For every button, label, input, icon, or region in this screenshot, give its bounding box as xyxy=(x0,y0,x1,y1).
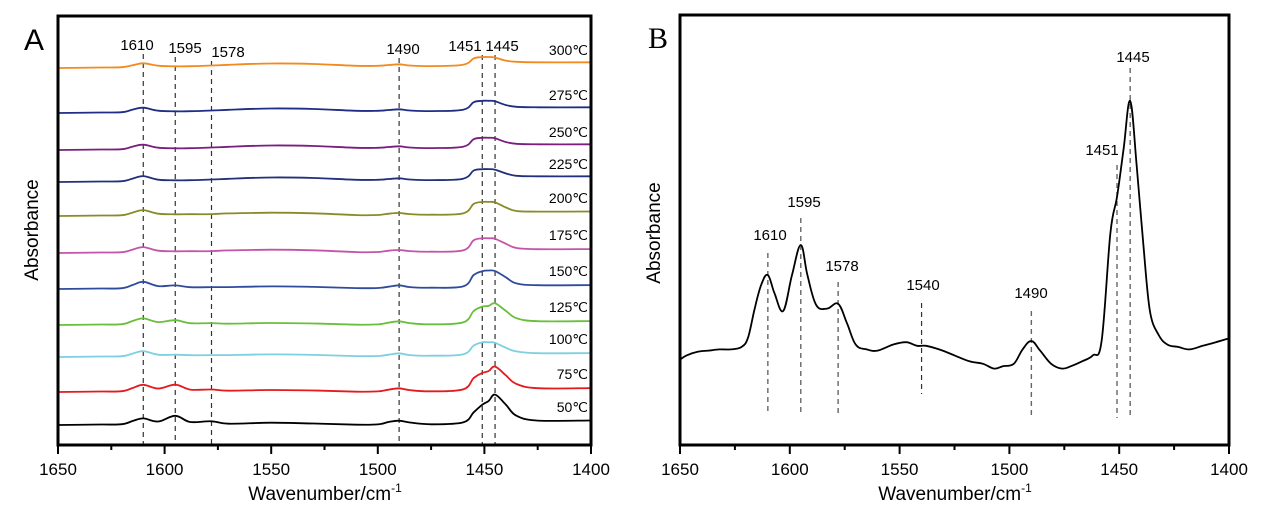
panel-b-peak-label-1610: 1610 xyxy=(753,227,786,244)
panel-b-x-tick-label: 1650 xyxy=(661,460,699,479)
panel-b-x-axis: 1650 1600 1550 1500 1450 1400 xyxy=(661,445,1248,479)
panel-a-spectrum-275C xyxy=(58,99,591,114)
panel-a-x-axis-label-text: Wavenumber/cm xyxy=(248,484,391,505)
panel-a-spectrum-200C xyxy=(58,200,591,217)
panel-a-peak-label-1595: 1595 xyxy=(168,40,201,57)
panel-a-temperature-labels: 50℃ 75℃ 100℃ 125℃ 150℃ 175℃ 200℃ 225℃ 250℃ 275℃ 30… xyxy=(549,42,588,415)
panel-b-y-axis-label: Absorbance xyxy=(644,182,665,283)
panel-a-temperature-label: 150℃ xyxy=(549,263,588,279)
panel-a-temperature-label: 225℃ xyxy=(549,156,588,172)
panel-b-peak-label-1578: 1578 xyxy=(825,258,858,275)
panel-a-spectrum-125C xyxy=(58,302,591,326)
panel-a-peak-label-1490: 1490 xyxy=(386,41,419,58)
panel-a-x-tick-label: 1400 xyxy=(572,460,610,479)
panel-a-spectrum-225C xyxy=(58,168,591,183)
panel-a-x-tick-label: 1600 xyxy=(146,460,184,479)
panel-a-temperature-label: 100℃ xyxy=(549,331,588,347)
panel-b-series xyxy=(680,100,1229,370)
panel-b-letter: B xyxy=(648,22,668,55)
panel-b-x-tick-label: 1400 xyxy=(1210,460,1248,479)
panel-a-letter: A xyxy=(24,24,44,57)
panel-b-x-axis-label-text: Wavenumber/cm xyxy=(878,484,1021,505)
panel-a-temperature-label: 175℃ xyxy=(549,227,588,243)
panel-a-temperature-label: 50℃ xyxy=(557,399,588,415)
panel-a-temperature-label: 275℃ xyxy=(549,87,588,103)
panel-b-x-axis-label-superscript: -1 xyxy=(1021,481,1032,495)
panel-b-x-axis-label: Wavenumber/cm-1 xyxy=(878,481,1032,505)
panel-a-spectrum-50C xyxy=(58,393,591,426)
panel-a-temperature-label: 300℃ xyxy=(549,42,588,58)
panel-b-peak-label-1451: 1451 xyxy=(1085,142,1118,159)
panel-a-peak-label-1610: 1610 xyxy=(120,37,153,54)
panel-b-x-tick-label: 1550 xyxy=(881,460,919,479)
panel-a-temperature-label: 200℃ xyxy=(549,190,588,206)
panel-a-spectrum-300C xyxy=(58,56,591,69)
panel-a-peak-label-1451: 1451 xyxy=(448,38,481,55)
panel-a-temperature-label: 250℃ xyxy=(549,124,588,140)
panel-a-series xyxy=(58,56,591,426)
panel-a-x-tick-label: 1500 xyxy=(359,460,397,479)
panel-b-peak-label-1540: 1540 xyxy=(906,277,939,294)
panel-a-spectrum-100C xyxy=(58,341,591,358)
panel-a-spectrum-75C xyxy=(58,365,591,393)
panel-a-x-tick-label: 1450 xyxy=(465,460,503,479)
panel-b-peak-label-1445: 1445 xyxy=(1116,49,1149,66)
panel-b-x-tick-label: 1450 xyxy=(1100,460,1138,479)
panel-a-x-axis-label: Wavenumber/cm-1 xyxy=(248,481,402,505)
panel-a-temperature-label: 75℃ xyxy=(557,366,588,382)
panel-a-x-tick-label: 1550 xyxy=(252,460,290,479)
panel-a-x-axis: 1650 1600 1550 1500 1450 1400 xyxy=(39,445,610,479)
panel-a-y-axis-label: Absorbance xyxy=(22,179,43,280)
panel-b-peak-label-1490: 1490 xyxy=(1014,285,1047,302)
panel-a-reference-lines: 1610 1595 1578 1490 1451 1445 xyxy=(120,37,519,445)
panel-b-x-tick-label: 1500 xyxy=(990,460,1028,479)
panel-a-spectrum-250C xyxy=(58,136,591,151)
panel-a: A 1610 1595 1578 1490 1451 1445 50℃ 75℃ 100℃ 125… xyxy=(22,14,610,505)
panel-a-spectrum-175C xyxy=(58,237,591,254)
panel-b-x-tick-label: 1600 xyxy=(771,460,809,479)
panel-a-peak-label-1578: 1578 xyxy=(211,44,244,61)
panel-a-x-axis-label-superscript: -1 xyxy=(391,481,402,495)
panel-a-peak-label-1445: 1445 xyxy=(485,38,518,55)
panel-a-temperature-label: 125℃ xyxy=(549,299,588,315)
panel-a-x-tick-label: 1650 xyxy=(39,460,77,479)
panel-b-spectrum xyxy=(680,100,1229,370)
panel-a-spectrum-150C xyxy=(58,269,591,290)
panel-b-peak-label-1595: 1595 xyxy=(787,194,820,211)
